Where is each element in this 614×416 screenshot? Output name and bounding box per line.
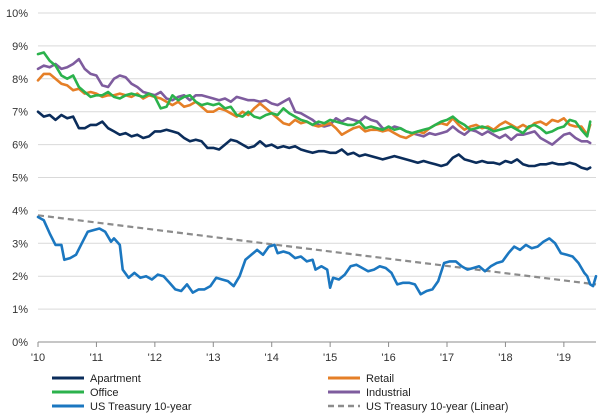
series-line-industrial <box>36 57 592 146</box>
legend-label: Apartment <box>90 373 141 385</box>
series-layer <box>36 51 598 296</box>
series-line-office <box>36 51 592 138</box>
legend-label: Retail <box>366 373 394 385</box>
y-tick-label: 3% <box>12 238 28 250</box>
x-tick-label: '19 <box>557 352 571 364</box>
series-line-us-treasury-10-year <box>36 215 598 296</box>
series-line-apartment <box>36 110 592 171</box>
x-tick-label: '14 <box>265 352 279 364</box>
y-tick-label: 7% <box>12 107 28 119</box>
y-tick-label: 2% <box>12 271 28 283</box>
y-axis-tick-labels: 0% 1% 2% 3% 4% 5% 6% 7% 8% 9% 10% <box>6 8 28 349</box>
y-tick-label: 5% <box>12 173 28 185</box>
series-line-retail <box>36 72 592 140</box>
y-tick-label: 0% <box>12 337 28 349</box>
x-tick-label: '18 <box>498 352 512 364</box>
y-tick-label: 6% <box>12 140 28 152</box>
legend-label: US Treasury 10-year <box>90 401 192 413</box>
series-line-us-treasury-10-year-linear <box>37 214 597 286</box>
y-tick-label: 1% <box>12 304 28 316</box>
y-tick-label: 9% <box>12 41 28 53</box>
legend-label: Office <box>90 387 119 399</box>
x-tick-label: '12 <box>148 352 162 364</box>
x-tick-label: '17 <box>440 352 454 364</box>
x-axis-tick-labels: '10 '11 '12 '13 '14 '15 '16 '17 '18 '19 <box>31 342 571 364</box>
x-tick-label: '13 <box>206 352 220 364</box>
legend-label: Industrial <box>366 387 411 399</box>
y-tick-label: 10% <box>6 8 28 20</box>
x-tick-label: '15 <box>323 352 337 364</box>
y-tick-label: 8% <box>12 74 28 86</box>
legend: Apartment Retail Office Industrial US Treasu… <box>52 373 508 413</box>
x-tick-label: '10 <box>31 352 45 364</box>
x-tick-label: '16 <box>381 352 395 364</box>
x-tick-label: '11 <box>90 352 104 364</box>
y-tick-label: 4% <box>12 205 28 217</box>
legend-label: US Treasury 10-year (Linear) <box>366 401 508 413</box>
